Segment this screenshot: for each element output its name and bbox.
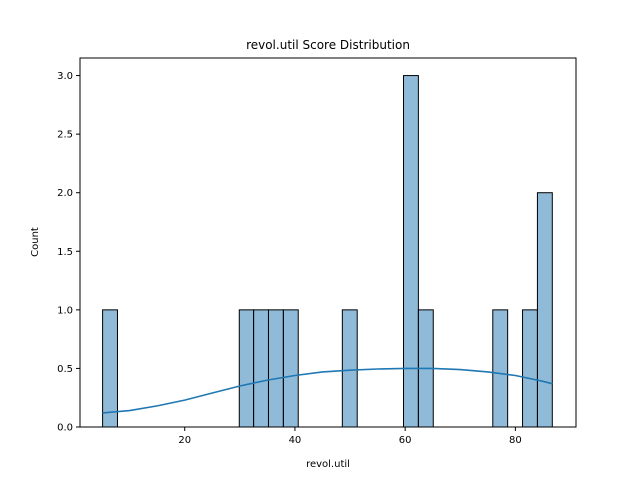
histogram-bar	[492, 309, 509, 428]
kde-line	[102, 367, 553, 414]
y-tick-label: 1.5	[57, 247, 73, 258]
histogram-bar	[282, 309, 299, 428]
x-tick-label: 20	[178, 435, 191, 446]
histogram-bar	[253, 309, 269, 428]
y-tick-label: 0.0	[57, 423, 73, 434]
y-tick-label: 1.0	[57, 305, 73, 316]
histogram-bar	[102, 309, 118, 428]
y-axis-ticks: 0.0 0.5 1.0 1.5 2.0 2.5 3.0	[57, 71, 80, 434]
x-tick-label: 40	[289, 435, 302, 446]
chart-title: revol.util Score Distribution	[246, 38, 410, 52]
kde-group	[102, 367, 553, 414]
bars-group	[102, 75, 553, 428]
histogram-bar	[341, 309, 358, 428]
y-tick-label: 3.0	[57, 71, 73, 82]
x-axis-label: revol.util	[306, 459, 350, 470]
y-tick-label: 2.0	[57, 188, 73, 199]
plot-frame	[79, 57, 577, 428]
x-axis-ticks: 20 40 60 80	[178, 427, 522, 446]
x-tick-label: 80	[509, 435, 522, 446]
histogram-bar	[238, 309, 255, 428]
y-tick-label: 0.5	[57, 364, 73, 375]
histogram-bar	[536, 192, 553, 428]
histogram-bar	[522, 309, 538, 428]
histogram-bar	[403, 75, 419, 428]
y-tick-label: 2.5	[57, 130, 73, 141]
y-axis-label: Count	[30, 227, 41, 257]
histogram-bar	[267, 309, 284, 428]
x-tick-label: 60	[399, 435, 412, 446]
